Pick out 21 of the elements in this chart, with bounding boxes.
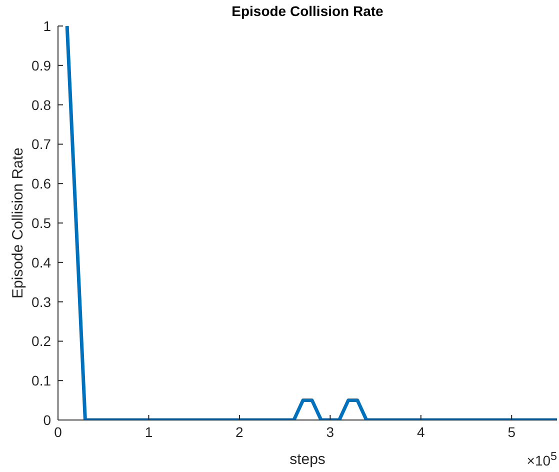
y-tick-label: 1 bbox=[43, 18, 52, 34]
y-tick-label: 0.5 bbox=[32, 214, 52, 231]
y-tick-label: 0.8 bbox=[32, 96, 52, 113]
x-axis-title: steps bbox=[290, 451, 326, 468]
text: ×10$^{5}$ bbox=[526, 450, 557, 469]
y-tick-label: 0.7 bbox=[32, 136, 52, 152]
y-tick-label: 0.6 bbox=[32, 176, 52, 192]
x-tick-label: 2 bbox=[236, 424, 244, 440]
y-tick-label: 0 bbox=[43, 412, 52, 428]
x-tick-label: 5 bbox=[508, 424, 516, 440]
chart-title: Episode Collision Rate bbox=[230, 3, 384, 19]
x-tick-label: 1 bbox=[144, 424, 153, 440]
y-tick-label: 0.9 bbox=[32, 57, 52, 74]
y-tick-label: 0.3 bbox=[32, 294, 52, 310]
y-tick-label: 0.4 bbox=[32, 254, 52, 270]
y-tick-label: 0.2 bbox=[32, 333, 52, 350]
y-tick-label: 0.1 bbox=[32, 372, 52, 389]
x-tick-label: 0 bbox=[54, 424, 62, 440]
x-tick-label: 4 bbox=[417, 424, 426, 440]
x-tick-label: 3 bbox=[326, 424, 334, 440]
y-axis-title: Episode Collision Rate bbox=[10, 148, 26, 298]
